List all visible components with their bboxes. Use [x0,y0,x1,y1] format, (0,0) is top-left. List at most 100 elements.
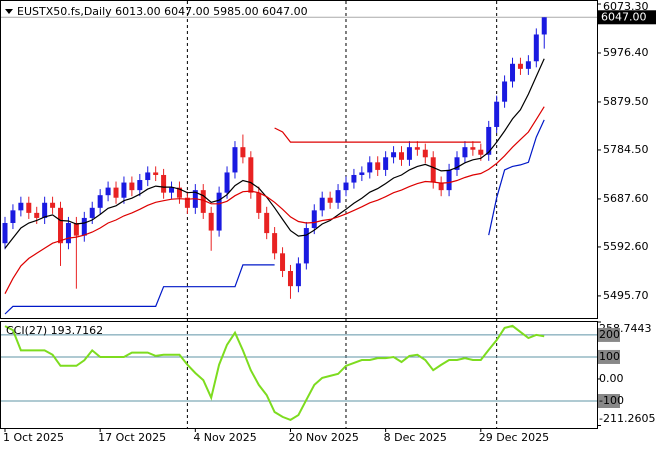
candle-body [533,34,539,62]
candle-body [335,190,341,203]
candle-body [208,212,214,231]
y-tick-label: 200 [599,328,620,341]
candle-body [422,149,428,158]
candle-body [454,157,460,170]
candle-body [367,162,373,173]
candle-body [10,210,16,223]
indicator-line [4,324,545,422]
candle-body [438,182,444,191]
candle-body [89,207,95,218]
candle-body [232,147,238,173]
candle-body [2,222,8,244]
candle-body [73,222,79,236]
candle-body [184,197,190,208]
candle-body [510,63,516,82]
candle-body [26,202,32,213]
candle-body [153,172,159,175]
level-label-box [598,393,620,408]
candle-body [478,149,484,155]
candle-body [272,233,278,254]
candle-body [216,192,222,231]
main-panel [0,0,598,319]
candle-body [399,152,404,160]
candle-body [121,182,127,198]
candle-body [486,126,492,155]
y-tick-label: -211.2605 [599,412,655,425]
indicator-title: CCI(27) 193.7162 [6,324,103,337]
candle-body [65,222,71,244]
y-tick-label: 5687.60 [603,192,649,205]
indicator-line [4,119,545,315]
x-tick-label: 17 Oct 2025 [98,431,166,444]
candle-body [50,202,56,208]
candle-body [502,81,508,102]
candle-body [525,61,531,69]
y-tick-label: 6073.30 [603,0,649,13]
candle-body [256,192,262,213]
candle-body [375,162,381,170]
candle-body [430,157,436,183]
candle-body [311,210,317,229]
candle-body [129,182,135,191]
candle-body [359,172,365,175]
candle-body [248,157,254,193]
candle-body [319,197,325,211]
candle-body [494,101,500,127]
y-tick-label: 100 [599,350,620,363]
x-tick-label: 29 Dec 2025 [479,431,549,444]
x-tick-label: 20 Nov 2025 [288,431,358,444]
menu-arrow [5,9,13,14]
candle-body [42,202,48,218]
candle-body [295,263,301,287]
candle-body [161,174,167,193]
indicator-line [4,58,545,249]
y-tick-label: 5976.40 [603,46,649,59]
candle-body [446,169,452,191]
candle-body [343,182,349,191]
candle-body [287,270,293,287]
candle-body [470,147,476,150]
candle-body [137,180,143,191]
candle-body [145,172,151,181]
candle-body [414,147,420,150]
indicator-line [274,127,481,143]
y-tick-label: 5879.50 [603,95,649,108]
candle-body [113,187,119,198]
last-price-box [598,10,656,25]
candle-body [169,187,175,193]
candle-body [224,172,230,193]
x-tick-label: 1 Oct 2025 [3,431,64,444]
y-tick-label: 5784.50 [603,143,649,156]
x-tick-label: 8 Dec 2025 [384,431,447,444]
candle-body [81,217,87,236]
candle-body [517,63,523,69]
candle-body [406,147,412,160]
candle-body [462,147,468,158]
chart-title: EUSTX50.fs,Daily 6013.00 6047.00 5985.00… [17,5,308,18]
indicator-line [4,106,545,294]
candle-body [303,228,309,264]
level-label-box [598,349,620,364]
candle-body [240,147,246,158]
candle-body [391,152,397,158]
candle-body [200,190,206,213]
candle-body [18,202,24,211]
level-label-box [598,327,620,342]
last-price-label: 6047.00 [601,10,647,23]
y-tick-label: 0.00 [599,372,624,385]
candle-body [34,212,40,218]
y-tick-label: 5495.70 [603,289,649,302]
x-tick-label: 4 Nov 2025 [193,431,256,444]
plot-layer: 6073.30 5976.40 5879.50 5784.50 5687.60 5592.… [1,0,656,444]
candle-body [383,157,389,170]
candle-body [280,253,286,271]
candle-body [327,197,333,203]
candle-body [58,207,64,244]
y-tick-label: 5592.60 [603,240,649,253]
candle-body [541,17,547,35]
candle-body [264,212,270,234]
candle-body [176,187,182,198]
cci-panel [0,321,598,429]
